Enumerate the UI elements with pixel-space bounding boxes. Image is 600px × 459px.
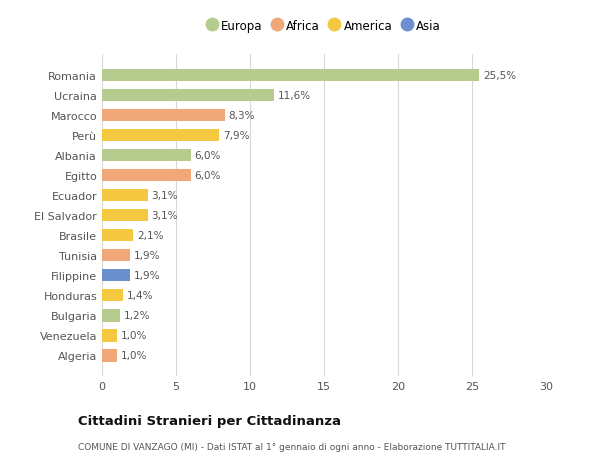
Text: 1,9%: 1,9% xyxy=(134,251,160,261)
Text: 11,6%: 11,6% xyxy=(277,91,311,101)
Text: 6,0%: 6,0% xyxy=(194,151,221,161)
Bar xyxy=(102,169,191,182)
Text: 1,0%: 1,0% xyxy=(121,330,147,341)
Bar xyxy=(102,349,117,362)
Text: 7,9%: 7,9% xyxy=(223,131,249,141)
Text: 1,9%: 1,9% xyxy=(134,271,160,280)
Bar xyxy=(102,90,274,102)
Text: 1,0%: 1,0% xyxy=(121,351,147,361)
Text: 1,2%: 1,2% xyxy=(124,311,150,321)
Bar xyxy=(102,330,117,342)
Bar xyxy=(102,230,133,242)
Text: 25,5%: 25,5% xyxy=(483,71,516,81)
Bar xyxy=(102,290,123,302)
Bar xyxy=(102,129,219,142)
Bar xyxy=(102,309,120,322)
Text: 3,1%: 3,1% xyxy=(152,211,178,221)
Text: COMUNE DI VANZAGO (MI) - Dati ISTAT al 1° gennaio di ogni anno - Elaborazione TU: COMUNE DI VANZAGO (MI) - Dati ISTAT al 1… xyxy=(78,442,505,451)
Text: 3,1%: 3,1% xyxy=(152,191,178,201)
Bar xyxy=(102,269,130,282)
Text: 2,1%: 2,1% xyxy=(137,231,163,241)
Text: 8,3%: 8,3% xyxy=(229,111,255,121)
Bar xyxy=(102,110,225,122)
Bar xyxy=(102,190,148,202)
Bar xyxy=(102,150,191,162)
Bar xyxy=(102,210,148,222)
Text: 6,0%: 6,0% xyxy=(194,171,221,181)
Legend: Europa, Africa, America, Asia: Europa, Africa, America, Asia xyxy=(203,16,445,36)
Bar xyxy=(102,250,130,262)
Text: Cittadini Stranieri per Cittadinanza: Cittadini Stranieri per Cittadinanza xyxy=(78,414,341,428)
Bar xyxy=(102,70,479,82)
Text: 1,4%: 1,4% xyxy=(127,291,153,301)
